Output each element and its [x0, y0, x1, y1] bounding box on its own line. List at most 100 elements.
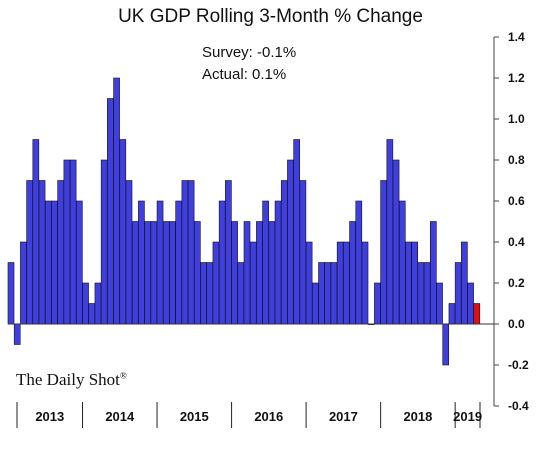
bar — [212, 241, 220, 325]
bar — [156, 200, 164, 325]
bar — [187, 180, 195, 325]
bar — [448, 303, 456, 325]
bar — [423, 262, 431, 325]
year-label: 2015 — [180, 409, 209, 424]
bar — [20, 241, 27, 325]
bar — [51, 200, 58, 325]
y-tick-label: 1.2 — [508, 71, 525, 85]
year-label: 2013 — [35, 409, 64, 424]
bar — [268, 221, 276, 325]
bar — [343, 241, 350, 325]
watermark-text: The Daily Shot — [16, 370, 120, 389]
bar — [119, 139, 127, 325]
year-label: 2019 — [453, 409, 482, 424]
bar — [38, 180, 46, 325]
bar — [386, 139, 394, 325]
year-label: 2016 — [254, 409, 283, 424]
bar — [94, 282, 102, 325]
bar — [57, 180, 64, 325]
bar — [361, 241, 369, 325]
y-tick-label: -0.4 — [508, 399, 529, 413]
y-tick-label: -0.2 — [508, 358, 529, 372]
year-label: 2018 — [403, 409, 432, 424]
bar — [162, 221, 170, 325]
bar — [138, 200, 145, 325]
bar — [405, 241, 412, 325]
bar — [76, 200, 83, 325]
watermark-logo: The Daily Shot® — [16, 370, 127, 390]
bar — [305, 241, 313, 325]
bar — [467, 282, 474, 325]
bar — [181, 180, 189, 325]
bar — [398, 200, 406, 325]
bar — [88, 303, 96, 325]
bar — [336, 241, 344, 325]
bar — [13, 323, 21, 345]
survey-annotation: Survey: -0.1% — [202, 44, 297, 61]
bar — [69, 159, 77, 325]
year-label: 2014 — [105, 409, 135, 424]
bar — [169, 221, 176, 325]
bar — [32, 139, 40, 325]
bar — [374, 282, 381, 325]
bar — [436, 282, 443, 325]
bar — [411, 241, 418, 325]
y-tick-label: 0.0 — [508, 317, 525, 331]
bar — [442, 323, 450, 366]
bar — [355, 200, 363, 325]
bar — [461, 241, 468, 325]
bar — [206, 262, 214, 325]
bar — [256, 221, 263, 325]
bar — [82, 282, 89, 325]
bar — [454, 262, 462, 325]
bar — [380, 180, 387, 325]
bar — [150, 221, 158, 325]
bar — [324, 262, 332, 325]
bar — [125, 180, 133, 325]
y-tick-label: 1.4 — [508, 30, 525, 44]
bar — [287, 159, 294, 325]
bar — [274, 200, 282, 325]
bar — [175, 200, 182, 325]
bar — [392, 159, 400, 325]
bar — [430, 221, 437, 325]
watermark-registered-mark: ® — [119, 370, 127, 381]
bar — [318, 262, 325, 325]
bar — [280, 180, 288, 325]
bar — [249, 241, 257, 325]
bar — [299, 180, 307, 325]
bar — [100, 159, 108, 325]
chart-title: UK GDP Rolling 3-Month % Change — [118, 6, 423, 27]
bar — [262, 200, 269, 325]
bar — [473, 303, 481, 325]
bar — [7, 262, 15, 325]
bar — [107, 98, 114, 325]
bar — [237, 262, 245, 325]
bar — [200, 262, 207, 325]
bar — [293, 139, 300, 325]
bar — [330, 262, 338, 325]
bar — [113, 77, 120, 325]
bar — [417, 262, 425, 325]
year-label: 2017 — [329, 409, 358, 424]
bar — [44, 200, 52, 325]
y-tick-label: 0.8 — [508, 153, 525, 167]
bar — [243, 221, 251, 325]
bar — [349, 221, 356, 325]
bar — [131, 221, 139, 325]
y-tick-label: 0.4 — [508, 235, 525, 249]
y-tick-label: 0.6 — [508, 194, 525, 208]
bar — [225, 180, 232, 325]
bar — [231, 221, 238, 325]
bar — [194, 221, 201, 325]
bar — [63, 159, 71, 325]
y-tick-label: 1.0 — [508, 112, 525, 126]
bar — [218, 200, 226, 325]
bar — [312, 282, 319, 325]
bar — [26, 180, 33, 325]
y-tick-label: 0.2 — [508, 276, 525, 290]
actual-annotation: Actual: 0.1% — [202, 66, 287, 83]
bar — [144, 221, 151, 325]
